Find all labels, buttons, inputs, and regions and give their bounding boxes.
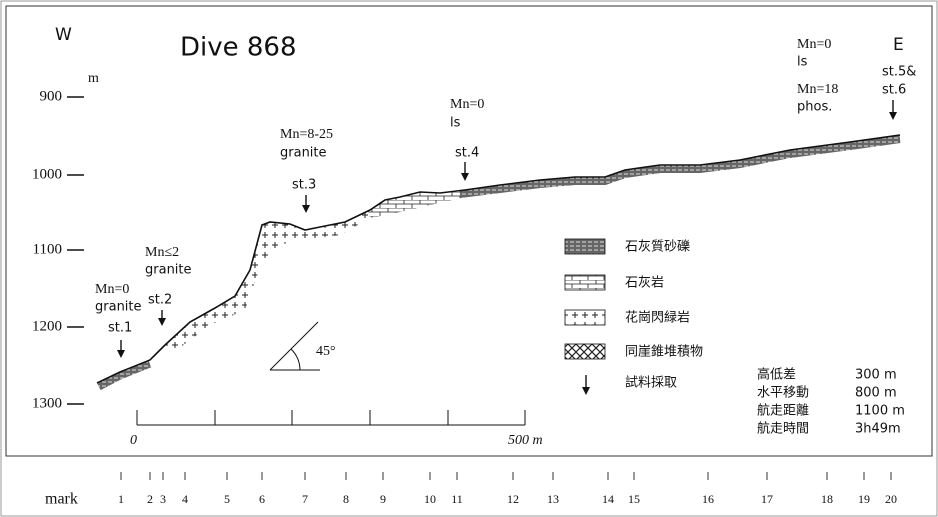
station-note: ls <box>450 116 461 131</box>
arrow-head <box>461 173 469 181</box>
mark-number: 10 <box>424 492 436 506</box>
scale-end: 500 m <box>508 433 543 448</box>
depth-unit: m <box>88 71 99 86</box>
gravel-east <box>460 139 900 194</box>
west-label: W <box>55 25 72 45</box>
mark-number: 2 <box>147 492 153 506</box>
granite-body <box>165 210 370 355</box>
mark-number: 4 <box>182 492 188 506</box>
legend-swatch <box>565 239 605 254</box>
stat-name: 航走距離 <box>757 403 809 419</box>
legend-swatch <box>565 344 605 359</box>
mark-number: 11 <box>451 492 463 506</box>
station-note: Mn=18 <box>797 82 838 97</box>
depth-label: 1100 <box>33 241 62 257</box>
outer-frame <box>1 1 937 516</box>
stat-value: 3h49m <box>855 422 901 437</box>
dive-section: W E Dive 868 m 45° 0 500 m mark 900 1000 1… <box>0 0 938 517</box>
station-note: phos. <box>797 100 832 115</box>
gravel-west <box>99 364 150 387</box>
mark-number: 3 <box>160 492 166 506</box>
station-label: st.4 <box>455 146 479 161</box>
mark-number: 9 <box>380 492 386 506</box>
station-note: ls <box>797 55 808 70</box>
stat-value: 300 m <box>855 368 897 383</box>
station-note: Mn≤2 <box>145 245 179 260</box>
arrow-head <box>158 318 166 326</box>
mark-number: 20 <box>885 492 897 506</box>
title: Dive 868 <box>180 33 297 63</box>
station-note: granite <box>145 263 192 278</box>
mark-number: 17 <box>761 492 773 506</box>
mark-number: 8 <box>343 492 349 506</box>
station-label: st.6 <box>882 83 906 98</box>
scale-bar <box>137 410 525 425</box>
mark-number: 19 <box>858 492 870 506</box>
mark-number: 18 <box>821 492 833 506</box>
legend-label: 石灰岩 <box>625 276 664 291</box>
mark-title: mark <box>45 491 78 508</box>
mark-number: 16 <box>702 492 714 506</box>
station-note: granite <box>95 300 142 315</box>
east-label: E <box>893 35 904 55</box>
legend-swatch <box>565 275 605 290</box>
mark-number: 7 <box>302 492 308 506</box>
station-note: Mn=0 <box>797 37 831 52</box>
mark-number: 1 <box>118 492 124 506</box>
arrow-head <box>117 350 125 358</box>
stat-name: 水平移動 <box>757 386 809 401</box>
depth-label: 900 <box>40 88 63 104</box>
station-note: Mn=0 <box>95 282 129 297</box>
legend-label: 試料採取 <box>625 375 677 391</box>
scale-start: 0 <box>130 433 137 448</box>
depth-label: 1200 <box>32 318 62 334</box>
mark-number: 12 <box>507 492 519 506</box>
stat-name: 高低差 <box>757 367 796 383</box>
station-note: Mn=8-25 <box>280 127 333 142</box>
depth-label: 1000 <box>32 166 62 182</box>
arrow-head <box>582 387 590 395</box>
legend-label: 石灰質砂礫 <box>625 239 690 255</box>
mark-number: 15 <box>628 492 640 506</box>
station-note: granite <box>280 146 327 161</box>
legend-swatch <box>565 310 605 325</box>
arrow-head <box>302 205 310 213</box>
station-label: st.5& <box>882 65 916 80</box>
limestone-body <box>368 190 465 218</box>
mark-number: 5 <box>224 492 230 506</box>
stat-value: 800 m <box>855 386 897 401</box>
legend-label: 花崗閃緑岩 <box>625 310 690 326</box>
mark-number: 6 <box>259 492 265 506</box>
mark-number: 14 <box>602 492 614 506</box>
angle-label: 45° <box>316 344 336 359</box>
legend-label: 同崖錐堆積物 <box>625 345 703 360</box>
mark-number: 13 <box>547 492 559 506</box>
depth-label: 1300 <box>32 395 62 411</box>
stat-name: 航走時間 <box>757 421 809 437</box>
angle-symbol <box>270 322 320 370</box>
profile <box>97 135 900 383</box>
stat-value: 1100 m <box>855 404 905 419</box>
station-label: st.2 <box>148 293 172 308</box>
station-note: Mn=0 <box>450 97 484 112</box>
station-label: st.1 <box>108 321 132 336</box>
station-label: st.3 <box>292 178 316 193</box>
arrow-head <box>889 112 897 120</box>
